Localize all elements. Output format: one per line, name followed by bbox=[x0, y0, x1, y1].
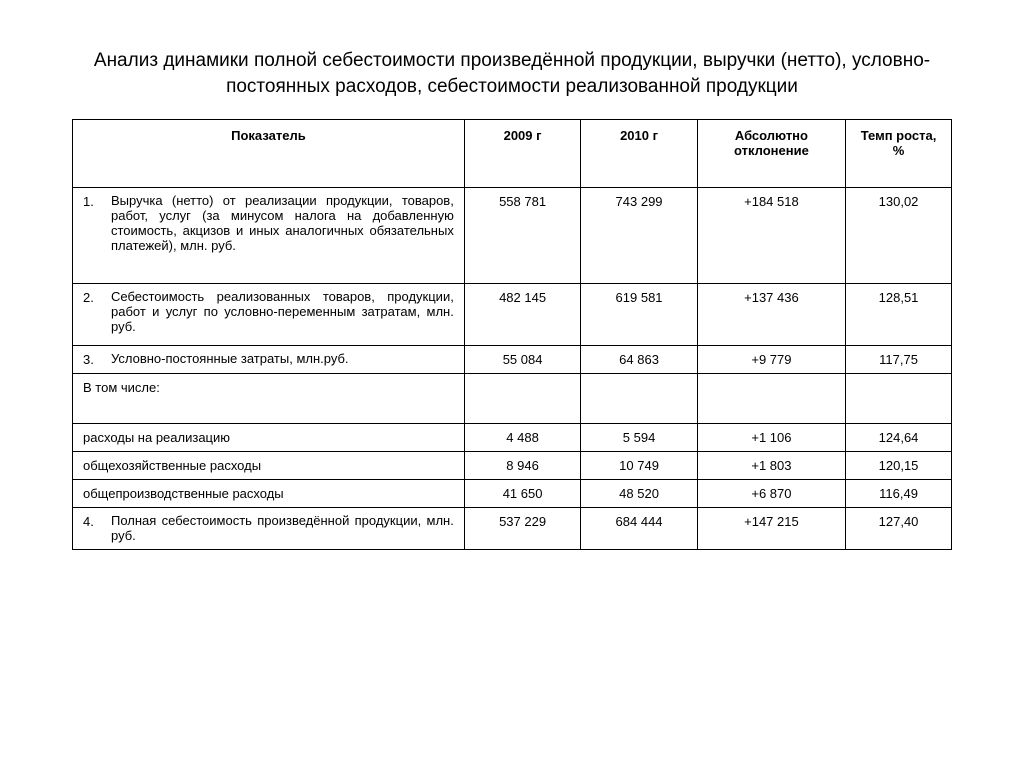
header-indicator: Показатель bbox=[73, 120, 465, 188]
cell-abs: +147 215 bbox=[697, 508, 845, 550]
table-body: 1.Выручка (нетто) от реализации продукци… bbox=[73, 188, 952, 550]
cell-y2009 bbox=[464, 374, 580, 424]
cell-y2010 bbox=[581, 374, 697, 424]
cell-y2009: 8 946 bbox=[464, 452, 580, 480]
cell-rate bbox=[846, 374, 952, 424]
cell-y2010: 743 299 bbox=[581, 188, 697, 284]
cell-abs: +1 803 bbox=[697, 452, 845, 480]
table-row: 2.Себестоимость реализованных товаров, п… bbox=[73, 284, 952, 346]
table-row: 1.Выручка (нетто) от реализации продукци… bbox=[73, 188, 952, 284]
header-abs-dev: Абсолютно отклонение bbox=[697, 120, 845, 188]
header-year2010: 2010 г bbox=[581, 120, 697, 188]
cell-indicator: расходы на реализацию bbox=[73, 424, 465, 452]
cell-abs: +1 106 bbox=[697, 424, 845, 452]
cell-indicator: 2.Себестоимость реализованных товаров, п… bbox=[73, 284, 465, 346]
page-title: Анализ динамики полной себестоимости про… bbox=[72, 48, 952, 99]
cell-y2009: 558 781 bbox=[464, 188, 580, 284]
cell-indicator: В том числе: bbox=[73, 374, 465, 424]
data-table: Показатель 2009 г 2010 г Абсолютно откло… bbox=[72, 119, 952, 550]
cell-indicator: общепроизводственные расходы bbox=[73, 480, 465, 508]
header-growth-rate: Темп роста, % bbox=[846, 120, 952, 188]
cell-rate: 116,49 bbox=[846, 480, 952, 508]
cell-y2009: 4 488 bbox=[464, 424, 580, 452]
cell-y2010: 48 520 bbox=[581, 480, 697, 508]
cell-y2009: 55 084 bbox=[464, 346, 580, 374]
cell-y2009: 482 145 bbox=[464, 284, 580, 346]
cell-abs: +184 518 bbox=[697, 188, 845, 284]
table-row: 4.Полная себестоимость произведённой про… bbox=[73, 508, 952, 550]
table-row: общепроизводственные расходы41 65048 520… bbox=[73, 480, 952, 508]
cell-y2010: 619 581 bbox=[581, 284, 697, 346]
cell-indicator: 3.Условно-постоянные затраты, млн.руб. bbox=[73, 346, 465, 374]
cell-indicator: 1.Выручка (нетто) от реализации продукци… bbox=[73, 188, 465, 284]
cell-y2010: 10 749 bbox=[581, 452, 697, 480]
cell-rate: 124,64 bbox=[846, 424, 952, 452]
cell-indicator: 4.Полная себестоимость произведённой про… bbox=[73, 508, 465, 550]
cell-y2010: 64 863 bbox=[581, 346, 697, 374]
table-row: общехозяйственные расходы8 94610 749+1 8… bbox=[73, 452, 952, 480]
cell-abs: +137 436 bbox=[697, 284, 845, 346]
cell-y2010: 684 444 bbox=[581, 508, 697, 550]
table-row: 3.Условно-постоянные затраты, млн.руб.55… bbox=[73, 346, 952, 374]
cell-abs: +9 779 bbox=[697, 346, 845, 374]
table-header-row: Показатель 2009 г 2010 г Абсолютно откло… bbox=[73, 120, 952, 188]
cell-abs: +6 870 bbox=[697, 480, 845, 508]
cell-y2009: 537 229 bbox=[464, 508, 580, 550]
table-row: расходы на реализацию4 4885 594+1 106124… bbox=[73, 424, 952, 452]
cell-rate: 128,51 bbox=[846, 284, 952, 346]
cell-y2009: 41 650 bbox=[464, 480, 580, 508]
cell-rate: 127,40 bbox=[846, 508, 952, 550]
cell-abs bbox=[697, 374, 845, 424]
cell-indicator: общехозяйственные расходы bbox=[73, 452, 465, 480]
cell-rate: 130,02 bbox=[846, 188, 952, 284]
table-row: В том числе: bbox=[73, 374, 952, 424]
cell-rate: 117,75 bbox=[846, 346, 952, 374]
cell-y2010: 5 594 bbox=[581, 424, 697, 452]
cell-rate: 120,15 bbox=[846, 452, 952, 480]
header-year2009: 2009 г bbox=[464, 120, 580, 188]
